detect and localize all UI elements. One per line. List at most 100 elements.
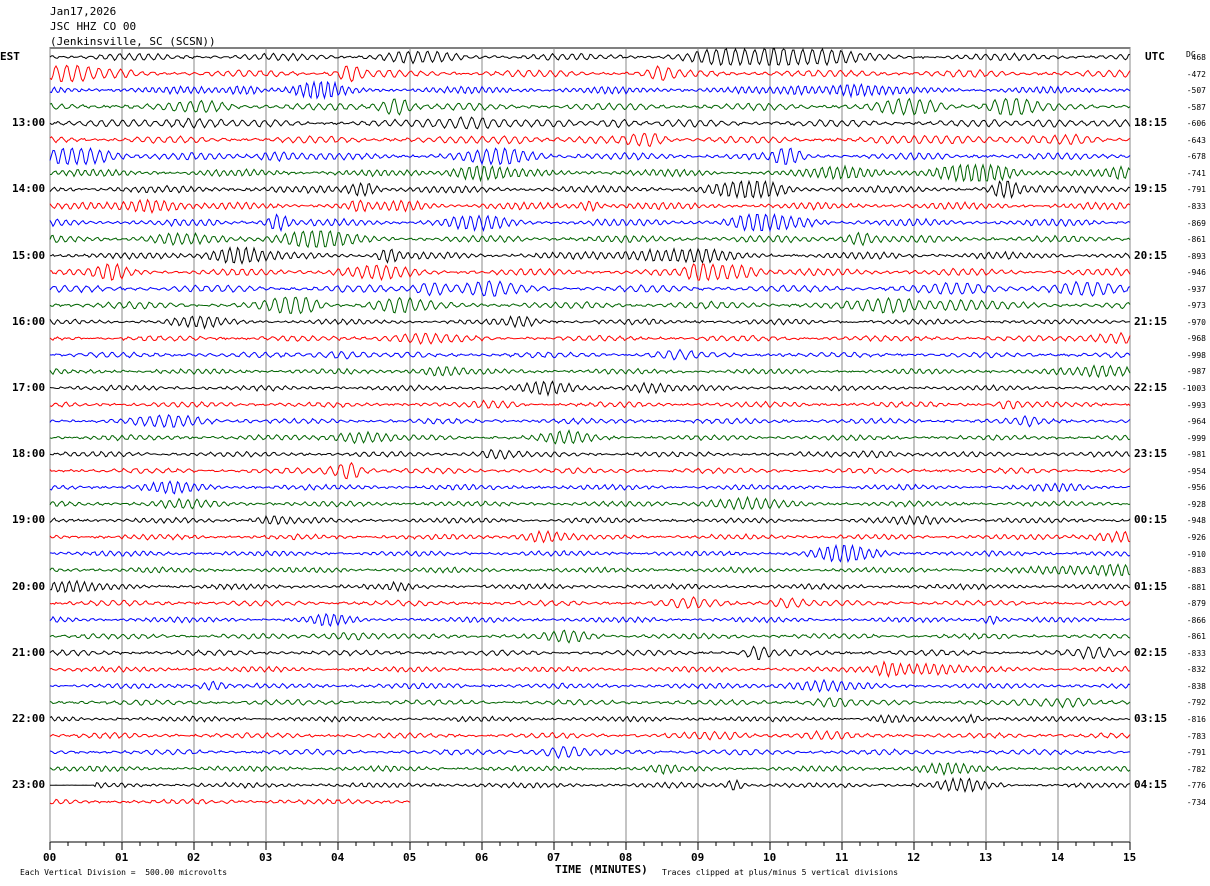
dc-offset-value: -861	[1186, 632, 1206, 642]
left-hour-label: 15:00	[12, 248, 46, 262]
seismic-trace	[49, 80, 1131, 101]
seismic-trace	[49, 514, 1131, 526]
right-hour-label: 23:15	[1134, 447, 1168, 461]
dc-offset-value: -1003	[1181, 384, 1206, 393]
seismic-trace	[49, 745, 1130, 760]
seismic-trace	[49, 461, 1131, 480]
right-hour-label: 03:15	[1134, 712, 1168, 725]
seismic-trace	[49, 262, 1131, 282]
dc-offset-value: -998	[1186, 350, 1206, 360]
dc-offset-value: -472	[1186, 69, 1206, 79]
right-hour-label: 19:15	[1134, 182, 1168, 196]
dc-offset-value: -910	[1186, 549, 1206, 559]
seismic-trace	[49, 179, 1131, 200]
dc-offset-value: -869	[1186, 218, 1206, 228]
seismic-trace	[49, 480, 1131, 495]
right-hour-label: 21:15	[1134, 314, 1168, 328]
dc-offset-value: -987	[1186, 367, 1206, 377]
seismic-trace	[49, 296, 1131, 315]
left-hour-label: 13:00	[12, 116, 46, 130]
seismic-trace	[49, 230, 1131, 249]
seismic-trace	[49, 348, 1131, 361]
dc-offset-value: -791	[1186, 185, 1206, 195]
right-hour-label: 00:15	[1134, 513, 1168, 527]
left-hour-label: 18:00	[12, 447, 46, 461]
seismic-trace	[49, 596, 1131, 609]
dc-offset-value: -776	[1186, 781, 1206, 791]
right-hour-label: 22:15	[1134, 381, 1168, 394]
dc-offset-value: -968	[1186, 334, 1206, 344]
dc-offset-value: -970	[1186, 317, 1206, 327]
dc-offset-value: -981	[1186, 450, 1206, 460]
left-timezone-label: EST	[0, 50, 20, 63]
dc-offset-value: -792	[1186, 698, 1206, 708]
seismic-trace	[50, 776, 1131, 793]
x-tick-label: 11	[835, 851, 849, 864]
x-tick-label: 12	[907, 851, 921, 864]
dc-offset-value: -946	[1186, 268, 1206, 278]
x-tick-label: 15	[1123, 851, 1137, 864]
left-hour-label: 20:00	[12, 579, 46, 593]
dc-offset-value: -833	[1186, 648, 1206, 658]
plot-date: Jan17,2026	[50, 5, 117, 18]
seismic-trace	[49, 163, 1131, 183]
seismic-trace	[49, 364, 1131, 379]
dc-offset-value: -948	[1186, 516, 1206, 526]
seismic-trace	[49, 543, 1131, 563]
seismic-trace	[49, 529, 1131, 544]
right-hour-label: 04:15	[1134, 778, 1168, 792]
seismic-trace	[49, 399, 1131, 410]
left-hour-label: 23:00	[12, 778, 46, 792]
x-tick-label: 10	[763, 851, 777, 864]
dc-offset-value: -678	[1186, 152, 1206, 162]
seismic-trace	[49, 414, 1131, 428]
seismic-trace	[49, 331, 1131, 345]
dc-offset-value: -816	[1186, 715, 1206, 724]
seismic-trace	[49, 645, 1131, 660]
right-hour-label: 01:15	[1134, 579, 1168, 593]
right-timezone-label: UTC	[1145, 50, 1165, 63]
x-tick-label: 05	[403, 851, 417, 864]
dc-offset-value: -999	[1186, 433, 1206, 443]
seismic-trace	[49, 798, 411, 805]
x-tick-label: 09	[691, 851, 705, 864]
seismic-trace	[49, 246, 1131, 265]
right-hour-label: 18:15	[1134, 116, 1168, 130]
seismic-trace	[49, 579, 1131, 594]
dc-offset-value: -734	[1186, 797, 1206, 807]
dc-offset-value: -993	[1186, 400, 1206, 410]
dc-offset-value: -832	[1186, 665, 1206, 675]
dc-offset-value: -782	[1186, 764, 1206, 774]
left-hour-label: 21:00	[12, 645, 46, 659]
x-tick-label: 13	[979, 851, 993, 864]
x-tick-label: 06	[475, 851, 489, 864]
dc-offset-value: 468	[1191, 53, 1206, 62]
dc-offset-value: -954	[1186, 466, 1206, 476]
seismic-trace	[49, 660, 1131, 679]
left-hour-label: 22:00	[12, 712, 46, 725]
seismic-trace	[49, 729, 1131, 741]
seismic-trace	[49, 315, 1130, 330]
seismic-trace	[49, 132, 1131, 148]
seismic-trace	[49, 678, 1131, 693]
x-tick-label: 04	[331, 851, 345, 864]
dc-offset-value: -783	[1186, 731, 1206, 741]
dc-offset-value: -507	[1186, 86, 1206, 96]
dc-offset-value: -833	[1186, 201, 1206, 211]
dc-offset-value: -973	[1186, 301, 1206, 311]
seismic-trace	[49, 429, 1131, 445]
dc-offset-value: -741	[1186, 168, 1206, 178]
seismic-trace	[49, 563, 1131, 577]
dc-offset-value: -893	[1186, 251, 1206, 261]
clip-note: Traces clipped at plus/minus 5 vertical …	[662, 868, 899, 877]
dc-offset-value: -606	[1186, 119, 1206, 129]
dc-offset-value: -791	[1186, 748, 1206, 758]
x-tick-label: 00	[43, 851, 57, 864]
seismic-trace	[49, 762, 1131, 776]
dc-offset-value: -926	[1186, 532, 1206, 542]
seismic-trace	[49, 380, 1131, 397]
dc-offset-value: -881	[1186, 582, 1206, 592]
x-tick-label: 14	[1051, 851, 1065, 864]
scale-note: Each Vertical Division = 500.00 microvol…	[20, 868, 228, 877]
